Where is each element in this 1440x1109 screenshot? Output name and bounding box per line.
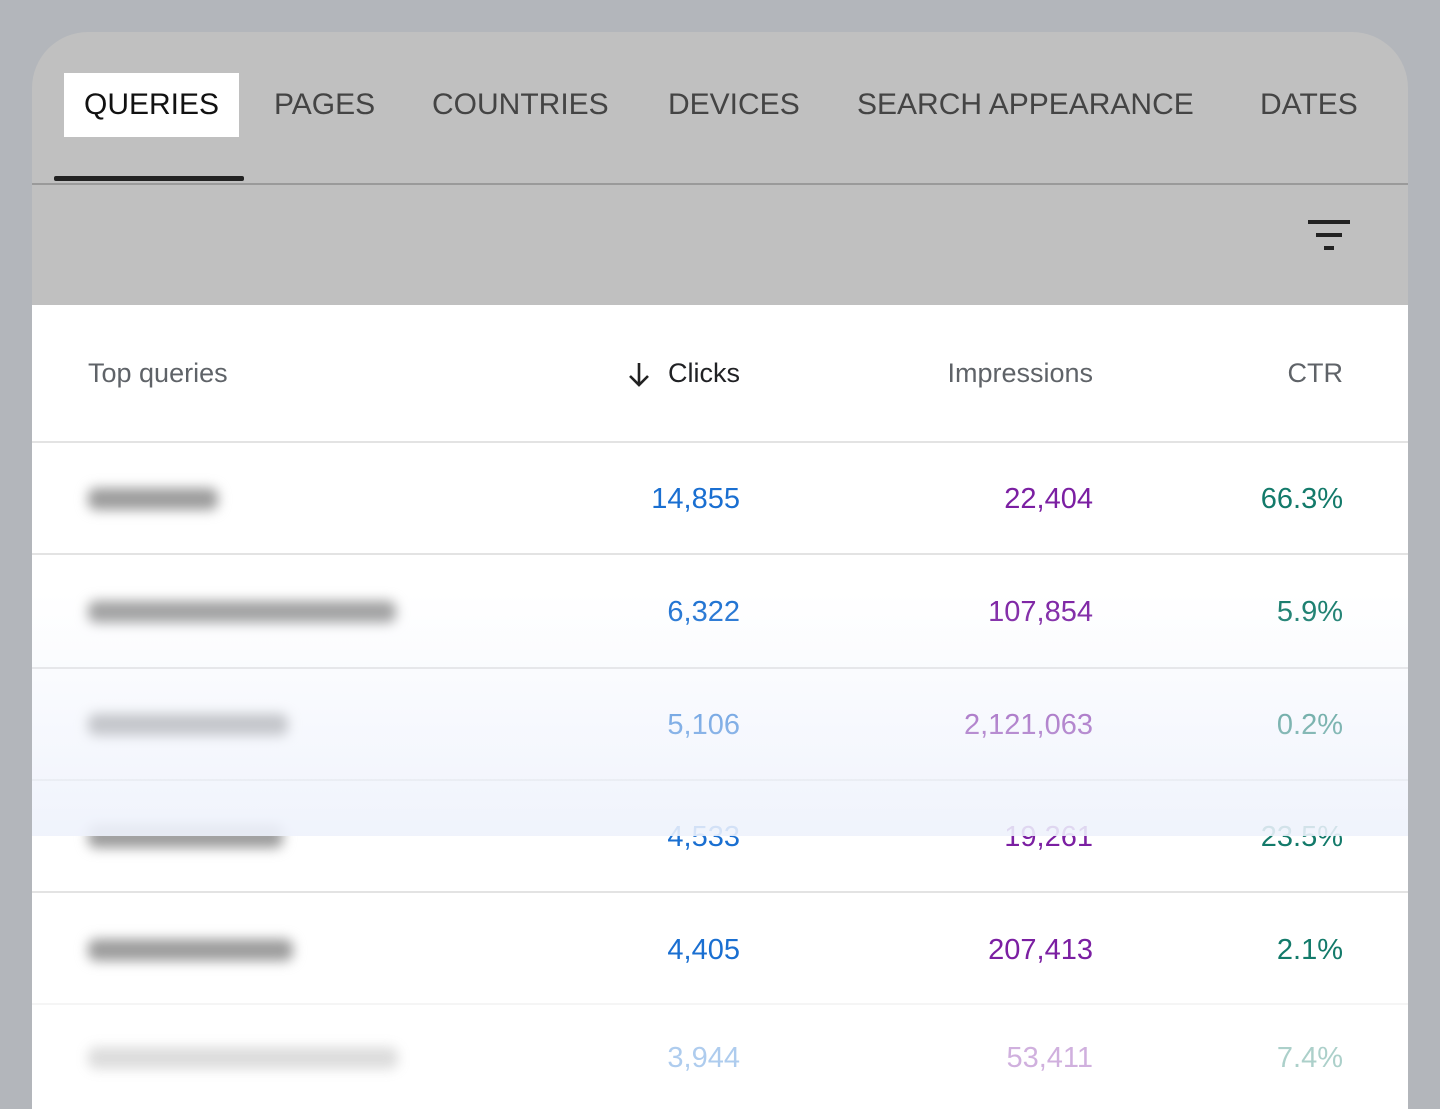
tab[interactable]: DEVICES xyxy=(668,88,800,121)
cell: 7.4% xyxy=(1276,1042,1343,1074)
cell: 2.1% xyxy=(1276,934,1343,966)
table: Top queries Clicks Impressions CTR 14,855 22,… xyxy=(32,305,1408,1109)
cell: 0.2% xyxy=(1276,709,1343,741)
column-header[interactable]: Impressions xyxy=(947,358,1093,388)
cell: 5,106 xyxy=(667,709,740,741)
table-row[interactable]: 6,322 107,854 5.9% xyxy=(32,553,1408,669)
cell: 23.5% xyxy=(1260,821,1343,853)
cell: 66.3% xyxy=(1260,483,1343,515)
table-row[interactable]: 4,533 19,261 23.5% xyxy=(32,779,1408,893)
table-row[interactable]: 3,944 53,411 7.4% xyxy=(32,1003,1408,1109)
column-header[interactable]: CTR xyxy=(1287,358,1344,388)
header-text: Clicks xyxy=(668,358,740,388)
blurred-query xyxy=(88,939,293,961)
cell: 6,322 xyxy=(667,596,740,628)
cell: 53,411 xyxy=(1006,1042,1093,1074)
blurred-query xyxy=(88,488,218,510)
cell: 4,533 xyxy=(667,821,740,853)
cell: 207,413 xyxy=(988,934,1093,966)
table-row[interactable]: 4,405 207,413 2.1% xyxy=(32,891,1408,1007)
tab[interactable]: COUNTRIES xyxy=(432,88,609,121)
tab-indicator xyxy=(54,176,244,181)
cell: 2,121,063 xyxy=(963,709,1093,741)
sort-arrow xyxy=(629,362,649,387)
column-header[interactable]: Clicks xyxy=(624,305,740,441)
blurred-query xyxy=(88,714,288,736)
tab[interactable]: SEARCH APPEARANCE xyxy=(857,88,1194,121)
cell: 5.9% xyxy=(1276,596,1343,628)
filter-icon[interactable] xyxy=(1308,220,1354,254)
tab[interactable]: QUERIES xyxy=(64,73,240,137)
blurred-query xyxy=(88,1047,398,1069)
cell: 4,405 xyxy=(667,934,740,966)
table-row[interactable]: 5,106 2,121,063 0.2% xyxy=(32,667,1408,781)
cell: 19,261 xyxy=(1004,821,1093,853)
cell: 3,944 xyxy=(667,1042,740,1074)
cell: 14,855 xyxy=(651,483,740,515)
tab[interactable]: PAGES xyxy=(274,88,376,121)
card: QUERIES PAGES COUNTRIES DEVICES SEARCH APPEA… xyxy=(32,32,1408,1109)
blurred-query xyxy=(88,601,396,623)
blurred-query xyxy=(88,826,283,848)
tab[interactable]: DATES xyxy=(1260,88,1358,121)
cell: 22,404 xyxy=(1004,483,1093,515)
table-row[interactable]: 14,855 22,404 66.3% xyxy=(32,441,1408,555)
tab-bar: QUERIES PAGES COUNTRIES DEVICES SEARCH APPEA… xyxy=(32,32,1408,185)
column-header: Top queries xyxy=(88,358,228,388)
cell: 107,854 xyxy=(988,596,1093,628)
